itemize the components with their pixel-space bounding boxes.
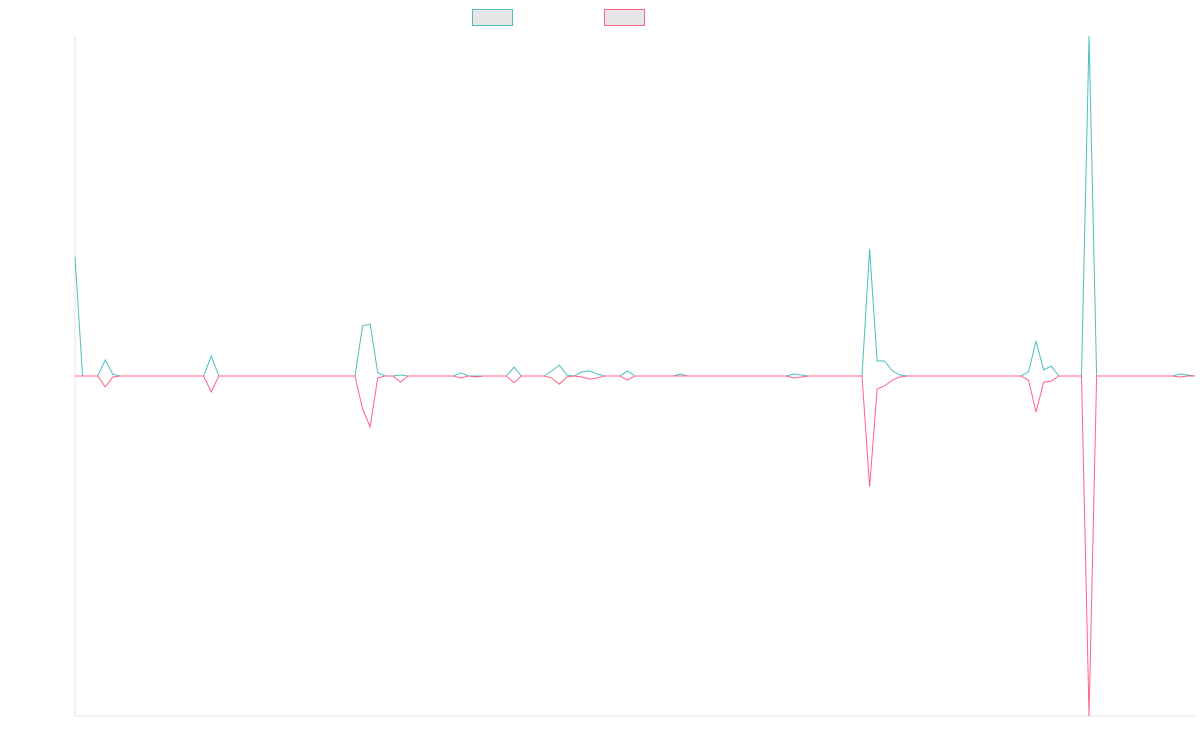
legend-swatch (472, 9, 513, 26)
legend-swatch (604, 9, 645, 26)
line-series (74, 35, 1196, 377)
line-series (75, 375, 1195, 717)
